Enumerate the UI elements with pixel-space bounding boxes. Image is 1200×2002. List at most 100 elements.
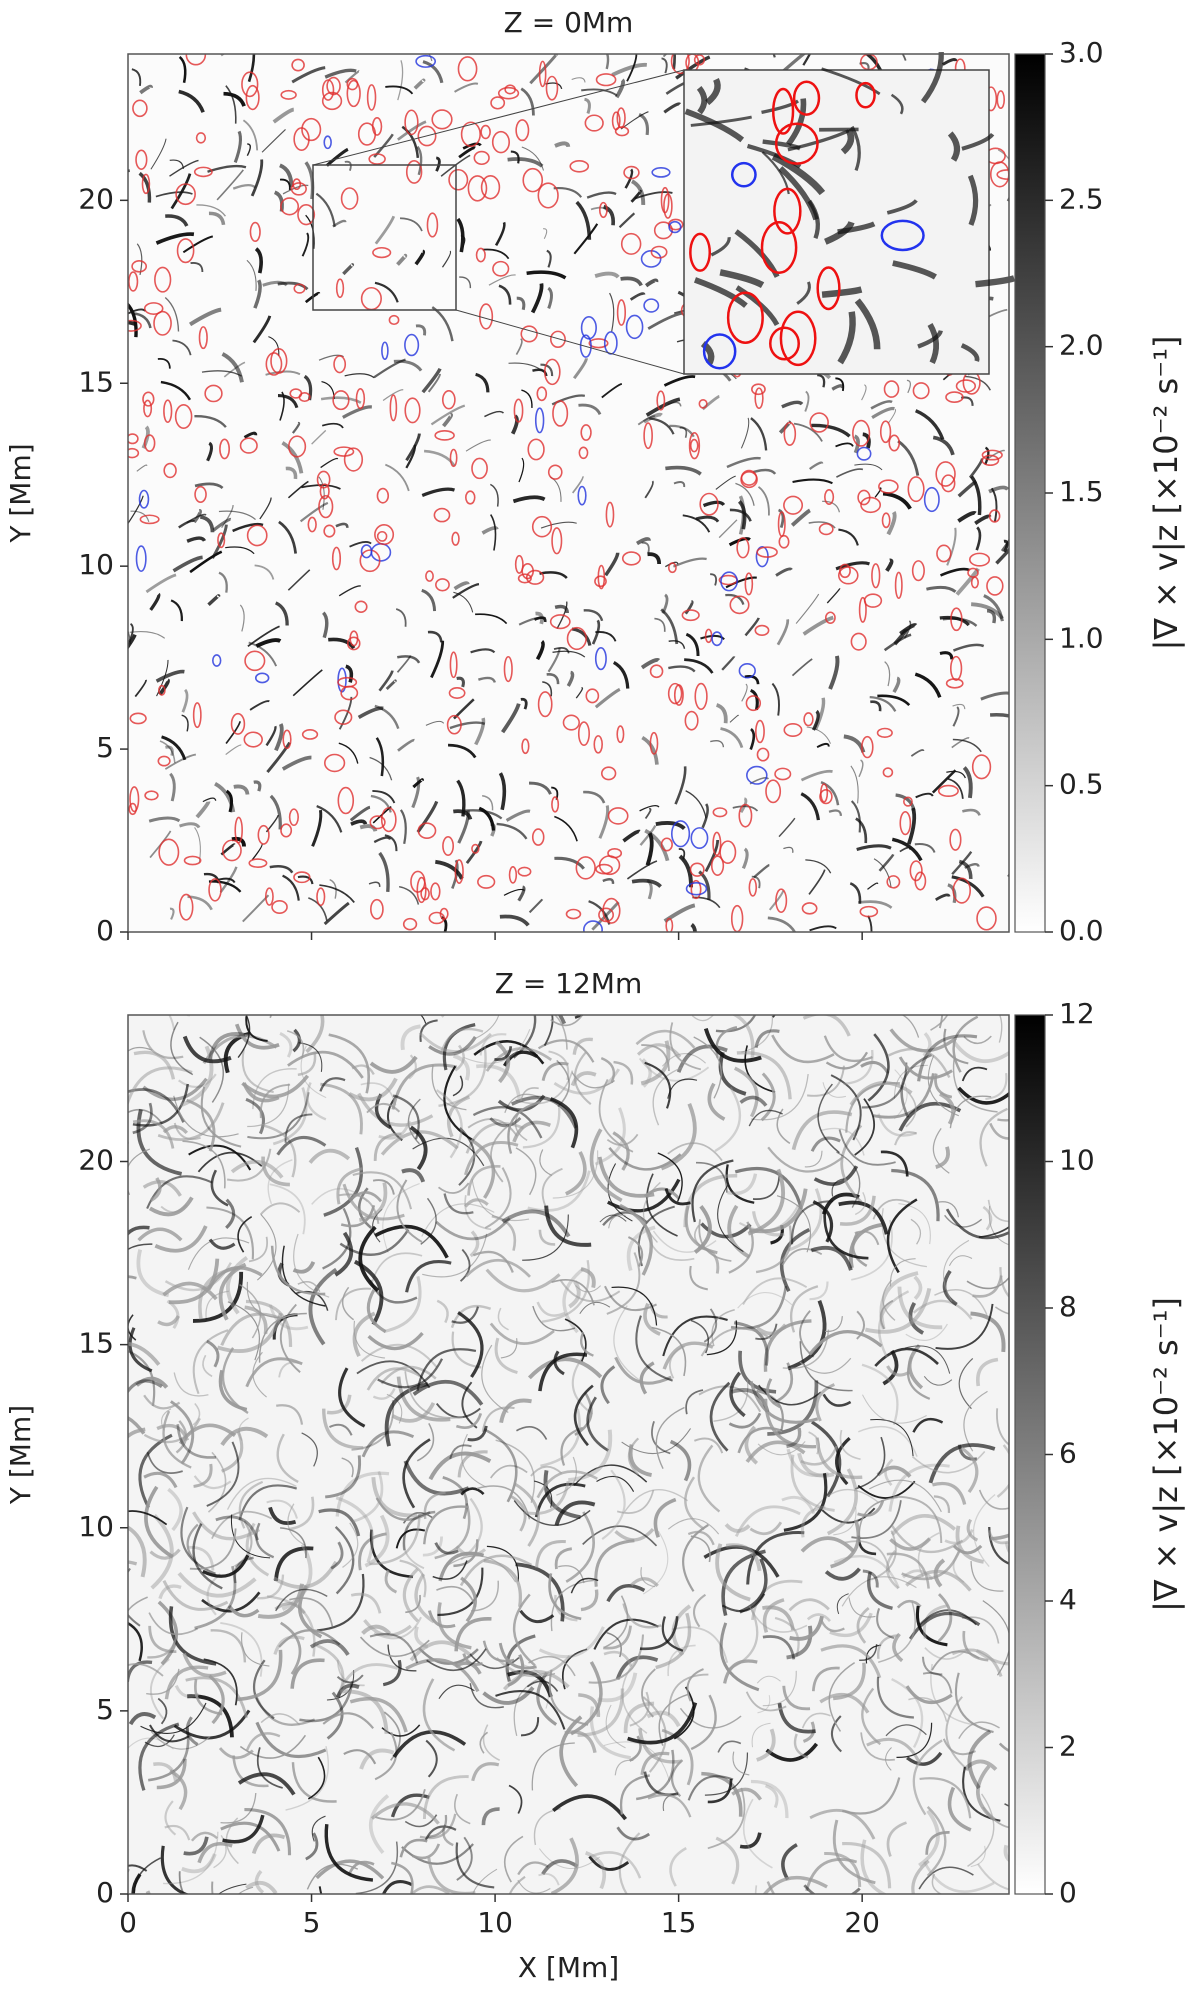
vortex-stroke [921, 1656, 943, 1676]
lane-stroke [878, 853, 895, 872]
red-contour [420, 887, 430, 901]
red-contour [471, 843, 480, 854]
lane-stroke [806, 726, 832, 744]
lane-stroke [462, 142, 482, 150]
lane-stroke [139, 84, 153, 95]
colorbar-label: |∇ × v|z [×10⁻² s⁻¹] [1147, 336, 1185, 651]
lane-stroke [835, 442, 854, 448]
lane-stroke [685, 632, 700, 657]
vortex-stroke [860, 1060, 890, 1074]
red-contour [449, 448, 458, 468]
lane-stroke [870, 400, 893, 410]
lane-stroke [594, 687, 621, 709]
vortex-stroke [367, 1331, 424, 1351]
vortex-stroke [241, 1632, 270, 1667]
vortex-stroke [756, 1389, 784, 1431]
vortex-stroke [748, 1605, 808, 1633]
lane-stroke [629, 292, 646, 301]
vortex-stroke [684, 1476, 705, 1531]
vortex-stroke [465, 1258, 531, 1278]
vortex-stroke [807, 1065, 845, 1097]
vortex-stroke [128, 1662, 164, 1677]
vortex-stroke [842, 1842, 892, 1889]
vortex-stroke [833, 1507, 857, 1536]
vortex-stroke [443, 1193, 474, 1215]
lane-stroke [649, 417, 675, 435]
red-contour [970, 576, 979, 589]
lane-stroke [328, 637, 356, 650]
vortex-stroke [485, 1268, 561, 1293]
vortex-stroke [812, 1488, 880, 1511]
vortex-stroke [467, 1165, 501, 1196]
vortex-stroke [707, 1082, 726, 1121]
lane-stroke [165, 745, 174, 757]
vortex-stroke [938, 1015, 943, 1029]
vortex-stroke [845, 1082, 900, 1133]
inset-red-contour [726, 291, 764, 344]
lane-stroke [586, 191, 617, 199]
y-axis-label: Y [Mm] [4, 443, 37, 543]
inset-stroke [693, 277, 748, 308]
vortex-stroke [269, 1015, 272, 1019]
lane-stroke [739, 797, 748, 814]
vortex-stroke [268, 1506, 297, 1526]
vortex-stroke [996, 1444, 1009, 1498]
red-contour [751, 383, 766, 396]
vortex-stroke [316, 1573, 365, 1632]
lane-stroke [546, 249, 552, 268]
lane-stroke [571, 627, 592, 646]
vortex-stroke [318, 1508, 361, 1537]
vortex-stroke [471, 1580, 499, 1612]
vortex-stroke [485, 1047, 553, 1072]
red-contour [861, 735, 874, 759]
vortex-stroke [931, 1481, 967, 1505]
lane-stroke [247, 54, 256, 83]
vortex-stroke [185, 1676, 248, 1719]
lane-stroke [496, 822, 528, 840]
vortex-stroke [324, 1824, 374, 1882]
vortex-stroke [987, 1199, 1009, 1223]
vortex-stroke [978, 1225, 1009, 1239]
vortex-stroke [655, 1612, 692, 1670]
vortex-stroke [145, 1890, 152, 1894]
lane-stroke [750, 417, 768, 451]
red-contour [594, 575, 607, 588]
vortex-stroke [258, 1312, 307, 1363]
vortex-stroke [703, 1027, 762, 1063]
vortex-stroke [801, 1712, 831, 1729]
red-contour [911, 560, 925, 582]
lane-stroke [421, 588, 437, 612]
vortex-stroke [538, 1872, 560, 1886]
red-contour [157, 755, 171, 767]
lane-stroke [233, 784, 250, 795]
vortex-stroke [414, 1573, 435, 1624]
vortex-stroke [751, 1073, 809, 1121]
vortex-stroke [442, 1824, 454, 1847]
red-contour [755, 719, 765, 744]
vortex-stroke [514, 1482, 540, 1547]
lane-stroke [220, 54, 226, 57]
lane-stroke [744, 617, 760, 637]
lane-stroke [282, 184, 309, 195]
vortex-stroke [241, 1074, 310, 1099]
blue-contour [594, 646, 607, 671]
red-contour [465, 490, 476, 505]
lane-stroke [540, 363, 554, 377]
panel-title: Z = 12Mm [495, 967, 643, 1000]
vortex-stroke [148, 1612, 199, 1636]
vortex-stroke [593, 1618, 659, 1650]
vortex-stroke [536, 1671, 558, 1726]
lane-stroke [914, 672, 942, 698]
vortex-stroke [245, 1299, 293, 1347]
vortex-stroke [350, 1592, 382, 1614]
red-contour [183, 855, 202, 866]
vortex-stroke [336, 1674, 364, 1684]
red-contour [404, 109, 419, 136]
red-contour [451, 531, 460, 546]
lane-stroke [573, 223, 599, 255]
vortex-stroke [423, 1491, 446, 1520]
red-contour [777, 511, 786, 538]
vortex-stroke [440, 1015, 446, 1018]
red-contour [584, 114, 604, 132]
vortex-stroke [917, 1034, 978, 1082]
